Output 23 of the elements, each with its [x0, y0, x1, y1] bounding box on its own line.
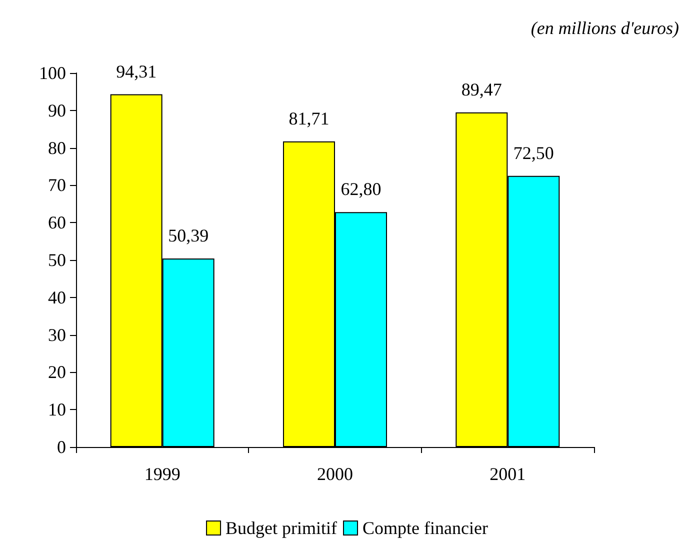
- y-tick-label: 50: [48, 250, 66, 270]
- y-tick-label: 20: [48, 362, 66, 382]
- data-label: 62,80: [340, 179, 382, 200]
- x-tick-label: 2000: [317, 464, 353, 484]
- data-label: 72,50: [513, 142, 554, 163]
- y-tick-label: 60: [48, 212, 66, 233]
- data-label: 81,71: [288, 108, 330, 128]
- x-tick-label: 2001: [490, 464, 526, 484]
- y-tick-label: 30: [48, 324, 66, 345]
- legend-label: Budget primitif: [226, 518, 338, 538]
- data-label: 50,39: [168, 226, 209, 246]
- y-tick-label: 40: [48, 287, 66, 308]
- y-tick-label: 0: [57, 437, 66, 457]
- data-label: 89,47: [461, 79, 502, 100]
- y-tick-label: 80: [48, 138, 66, 158]
- y-tick-label: 90: [48, 100, 66, 120]
- y-tick-label: 10: [48, 400, 66, 420]
- text: (en millions d'euros): [530, 18, 680, 38]
- y-tick-label: 100: [39, 63, 66, 83]
- y-tick-label: 70: [48, 175, 66, 196]
- x-tick-label: 1999: [144, 464, 180, 484]
- data-label: 94,31: [116, 61, 157, 82]
- legend-label: Compte financier: [362, 518, 488, 538]
